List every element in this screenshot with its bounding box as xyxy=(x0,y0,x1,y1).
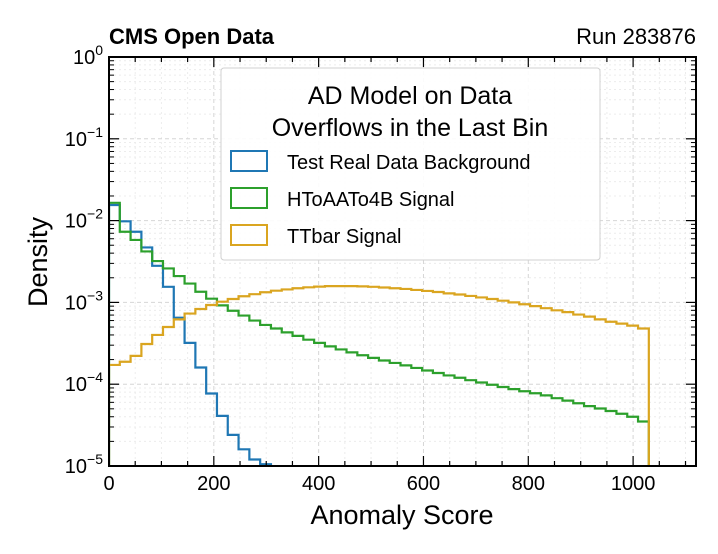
legend-label-ttbar-signal: TTbar Signal xyxy=(287,226,402,248)
x-tick-label: 0 xyxy=(103,473,114,495)
x-tick-label: 400 xyxy=(302,473,335,495)
experiment-label: CMS Open Data xyxy=(109,24,275,49)
y-tick-label: 10−2 xyxy=(65,206,103,233)
legend-title-line-1: AD Model on Data xyxy=(308,82,512,110)
y-axis-label: Density xyxy=(23,216,53,307)
series-test-real-data-background-step-line xyxy=(109,203,283,466)
x-tick-label: 800 xyxy=(512,473,545,495)
run-label: Run 283876 xyxy=(576,24,696,49)
axis-tick-labels: 0 200 400 600 800 1000 100 10−1 10−2 10−3 10−4 10−5 xyxy=(65,42,656,495)
y-tick-label: 10−4 xyxy=(65,369,103,396)
series-htoaato4b-signal-step-line xyxy=(109,201,650,466)
series-ttbar-signal-step-line xyxy=(109,285,650,466)
x-axis-label: Anomaly Score xyxy=(310,500,493,530)
axis-ticks xyxy=(108,56,696,467)
legend-title-line-2: Overflows in the Last Bin xyxy=(272,114,549,142)
y-tick-label: 100 xyxy=(73,42,103,69)
legend: AD Model on Data Overflows in the Last B… xyxy=(220,67,601,261)
x-tick-label: 600 xyxy=(407,473,440,495)
legend-swatch-test-real-data-background xyxy=(230,150,268,172)
legend-swatch-htoaato4b-signal xyxy=(230,187,268,209)
legend-swatch-ttbar-signal xyxy=(230,224,268,246)
plot-frame xyxy=(108,56,697,467)
y-tick-label: 10−1 xyxy=(65,124,103,151)
histogram-series-layer xyxy=(109,201,650,466)
legend-entries: Test Real Data Background HToAATo4B Signa… xyxy=(230,150,530,248)
grid-lines xyxy=(108,56,696,467)
x-tick-label: 1000 xyxy=(611,473,656,495)
y-tick-label: 10−3 xyxy=(65,287,103,314)
legend-label-test-real-data-background: Test Real Data Background xyxy=(287,152,530,174)
y-tick-label: 10−5 xyxy=(65,451,103,478)
legend-box xyxy=(220,67,601,261)
legend-label-htoaato4b-signal: HToAATo4B Signal xyxy=(287,189,455,211)
x-tick-label: 200 xyxy=(197,473,230,495)
